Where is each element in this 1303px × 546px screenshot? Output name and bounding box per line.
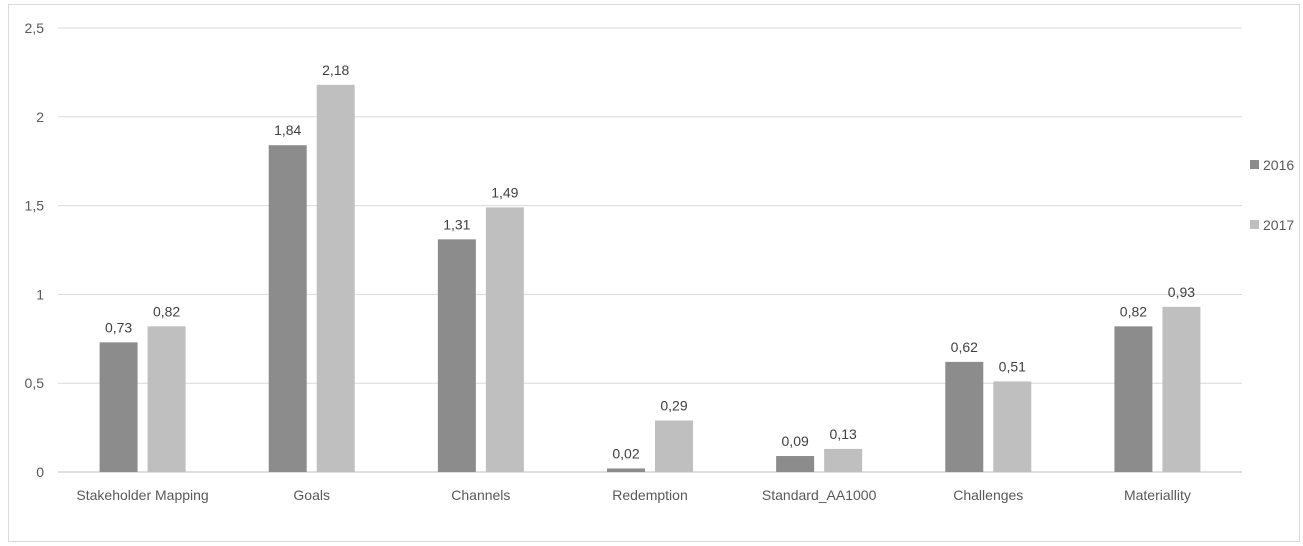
data-label: 0,82	[1120, 303, 1147, 319]
bar-2016	[1114, 326, 1153, 472]
bar-2016	[607, 468, 645, 472]
bar-2016	[437, 239, 476, 472]
bars	[99, 84, 1201, 472]
bar-2016	[268, 145, 307, 472]
data-label: 0,02	[612, 445, 639, 461]
bar-2016	[776, 456, 815, 472]
data-label: 0,09	[782, 433, 809, 449]
legend-swatch	[1250, 160, 1259, 169]
data-label: 1,31	[443, 216, 470, 232]
legend: 2016 2017	[1250, 157, 1294, 233]
legend-label: 2017	[1263, 217, 1294, 233]
legend-label: 2016	[1263, 157, 1294, 173]
bar-2016	[945, 361, 984, 472]
gridlines	[58, 27, 1242, 473]
category-label: Goals	[293, 487, 330, 503]
data-label: 1,49	[491, 184, 518, 200]
bar-2017	[316, 84, 355, 472]
y-tick-label: 0,5	[25, 375, 45, 391]
y-tick-label: 1,5	[25, 198, 45, 214]
data-label: 0,73	[105, 319, 132, 335]
data-label: 0,93	[1168, 284, 1195, 300]
legend-swatch	[1250, 220, 1259, 229]
data-label: 0,82	[153, 303, 180, 319]
bar-2017	[485, 207, 524, 472]
category-label: Materiallity	[1124, 487, 1191, 503]
y-tick-label: 0	[36, 464, 44, 480]
category-label: Stakeholder Mapping	[76, 487, 208, 503]
x-axis-category-labels: Stakeholder Mapping Goals Channels Redempti…	[76, 487, 1190, 503]
chart-frame	[8, 4, 1300, 542]
bar-2017	[1162, 306, 1201, 472]
data-labels: 0,73 0,82 1,84 2,18 1,31 1,49 0,02 0,29 0,09 0,13…	[105, 62, 1195, 462]
data-label: 2,18	[322, 62, 349, 78]
data-label: 1,84	[274, 122, 301, 138]
data-label: 0,13	[830, 426, 857, 442]
y-tick-label: 1	[36, 286, 44, 302]
category-label: Standard_AA1000	[762, 487, 877, 503]
bar-2017	[824, 448, 863, 472]
data-label: 0,62	[951, 339, 978, 355]
bar-2017	[993, 381, 1032, 472]
category-label: Redemption	[612, 487, 688, 503]
y-tick-label: 2	[36, 109, 44, 125]
data-label: 0,29	[660, 397, 687, 413]
bar-2016	[99, 342, 138, 472]
bar-2017	[147, 326, 186, 472]
bar-2017	[655, 420, 693, 472]
y-axis-tick-labels: 0 0,5 1 1,5 2 2,5	[25, 20, 45, 480]
category-label: Channels	[451, 487, 510, 503]
category-label: Challenges	[953, 487, 1023, 503]
data-label: 0,51	[999, 358, 1026, 374]
y-tick-label: 2,5	[25, 20, 45, 36]
